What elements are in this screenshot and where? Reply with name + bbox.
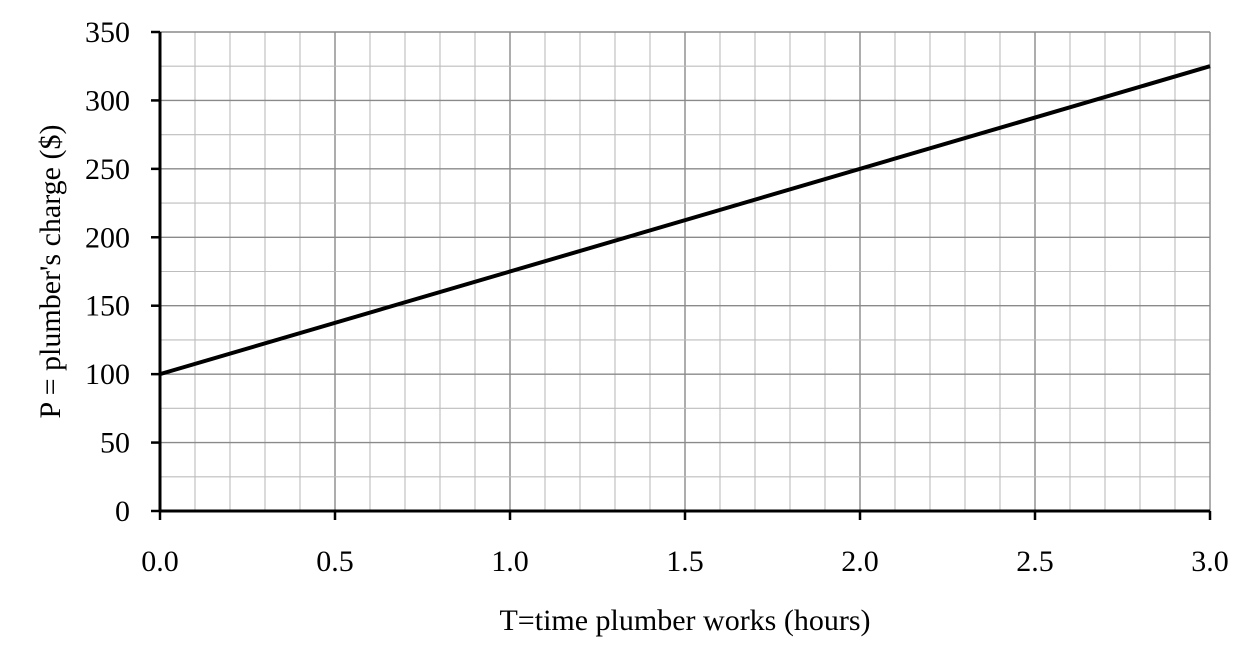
y-tick-label: 50: [100, 427, 130, 460]
y-tick-label: 350: [85, 16, 130, 49]
x-tick-label: 1.5: [666, 545, 704, 578]
y-tick-label: 300: [85, 84, 130, 117]
grid: [160, 31, 1211, 511]
x-tick-label: 2.0: [841, 545, 879, 578]
y-tick-label: 250: [85, 153, 130, 186]
series-line: [159, 64, 1211, 377]
x-tick-label: 2.5: [1016, 545, 1054, 578]
x-tick-label: 0.5: [316, 545, 354, 578]
y-tick-label: 100: [85, 358, 130, 391]
y-tick-label: 150: [85, 290, 130, 323]
y-tick-label: 200: [85, 221, 130, 254]
ticks: 0 50 100 150 200 250 300 350 0.0 0.5 1.0 1.5 2.0 2.5 3…: [85, 16, 1229, 578]
y-axis-title: P = plumber's charge ($): [34, 125, 67, 419]
x-tick-label: 1.0: [491, 545, 529, 578]
series: [159, 64, 1211, 377]
x-axis-title: T=time plumber works (hours): [499, 604, 870, 637]
x-tick-label: 3.0: [1191, 545, 1229, 578]
x-tick-label: 0.0: [141, 545, 179, 578]
y-tick-label: 0: [115, 495, 130, 528]
